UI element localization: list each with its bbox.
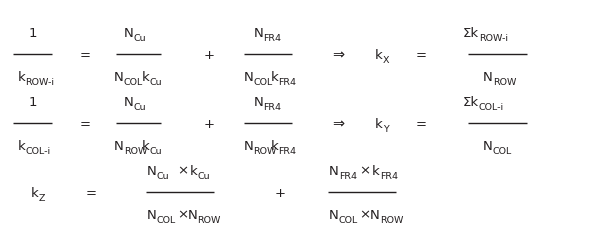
Text: N: N: [329, 164, 339, 177]
Text: k: k: [375, 49, 383, 61]
Text: N: N: [124, 27, 134, 40]
Text: COL-i: COL-i: [479, 102, 504, 112]
Text: k: k: [18, 139, 25, 152]
Text: N: N: [243, 139, 253, 152]
Text: k: k: [141, 70, 149, 83]
Text: Cu: Cu: [149, 77, 161, 86]
Text: +: +: [204, 117, 214, 130]
Text: FR4: FR4: [339, 171, 357, 180]
Text: N: N: [114, 70, 124, 83]
Text: =: =: [80, 49, 91, 61]
Text: ROW: ROW: [197, 215, 221, 224]
Text: ROW: ROW: [493, 77, 517, 86]
Text: ×: ×: [177, 208, 188, 221]
Text: N: N: [187, 208, 197, 221]
Text: ×: ×: [360, 164, 370, 177]
Text: X: X: [383, 55, 389, 65]
Text: k: k: [375, 117, 383, 130]
Text: ROW-i: ROW-i: [479, 34, 508, 43]
Text: N: N: [483, 139, 493, 152]
Text: N: N: [243, 70, 253, 83]
Text: =: =: [86, 186, 97, 199]
Text: N: N: [370, 208, 380, 221]
Text: COL: COL: [124, 77, 143, 86]
Text: k: k: [141, 139, 149, 152]
Text: ×: ×: [177, 164, 188, 177]
Text: COL: COL: [253, 77, 273, 86]
Text: COL-i: COL-i: [25, 146, 51, 155]
Text: FR4: FR4: [380, 171, 398, 180]
Text: N: N: [124, 95, 134, 108]
Text: N: N: [483, 70, 493, 83]
Text: COL: COL: [156, 215, 176, 224]
Text: Cu: Cu: [197, 171, 210, 180]
Text: N: N: [146, 164, 156, 177]
Text: N: N: [253, 95, 263, 108]
Text: N: N: [146, 208, 156, 221]
Text: ⇒: ⇒: [333, 116, 345, 131]
Text: Cu: Cu: [134, 34, 146, 43]
Text: ROW: ROW: [124, 146, 147, 155]
Text: FR4: FR4: [263, 102, 282, 112]
Text: 1: 1: [28, 95, 37, 108]
Text: FR4: FR4: [263, 34, 282, 43]
Text: +: +: [274, 186, 285, 199]
Text: =: =: [416, 117, 426, 130]
Text: ROW-i: ROW-i: [25, 77, 54, 86]
Text: Σk: Σk: [463, 27, 479, 40]
Text: N: N: [253, 27, 263, 40]
Text: Y: Y: [383, 124, 389, 133]
Text: k: k: [271, 139, 279, 152]
Text: Cu: Cu: [134, 102, 146, 112]
Text: k: k: [18, 70, 25, 83]
Text: ×: ×: [360, 208, 370, 221]
Text: k: k: [271, 70, 279, 83]
Text: ROW: ROW: [253, 146, 277, 155]
Text: =: =: [416, 49, 426, 61]
Text: 1: 1: [28, 27, 37, 40]
Text: ⇒: ⇒: [333, 47, 345, 63]
Text: N: N: [114, 139, 124, 152]
Text: Z: Z: [38, 193, 45, 202]
Text: k: k: [372, 164, 380, 177]
Text: Σk: Σk: [463, 95, 479, 108]
Text: +: +: [204, 49, 214, 61]
Text: Cu: Cu: [149, 146, 161, 155]
Text: FR4: FR4: [279, 77, 297, 86]
Text: FR4: FR4: [279, 146, 297, 155]
Text: Cu: Cu: [156, 171, 168, 180]
Text: =: =: [80, 117, 91, 130]
Text: k: k: [190, 164, 197, 177]
Text: ROW: ROW: [380, 215, 403, 224]
Text: N: N: [329, 208, 339, 221]
Text: COL: COL: [493, 146, 512, 155]
Text: k: k: [31, 186, 38, 199]
Text: COL: COL: [339, 215, 358, 224]
